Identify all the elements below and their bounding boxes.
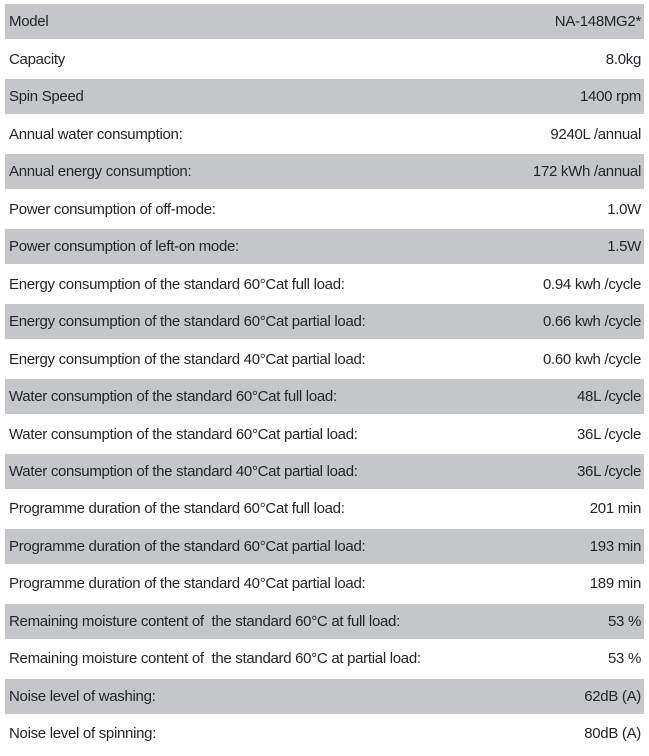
spec-value: 1.5W xyxy=(607,238,641,256)
spec-value: 36L /cycle xyxy=(577,425,641,443)
spec-value: 8.0kg xyxy=(605,50,642,68)
spec-label: Spin Speed xyxy=(9,88,84,106)
spec-row: Model NA-148MG2* xyxy=(5,4,644,40)
spec-value: 9240L /annual xyxy=(550,125,641,143)
spec-row: Water consumption of the standard 60°Cat… xyxy=(5,416,644,451)
spec-row: Water consumption of the standard 40°Cat… xyxy=(5,453,644,490)
spec-row: Remaining moisture content of the standa… xyxy=(5,603,644,640)
spec-row: Water consumption of the standard 60°Cat… xyxy=(5,378,644,415)
spec-label: Annual energy consumption: xyxy=(9,163,192,181)
spec-value: 193 min xyxy=(589,537,642,555)
spec-label: Remaining moisture content of the standa… xyxy=(9,650,421,668)
spec-label: Water consumption of the standard 60°Cat… xyxy=(9,425,358,443)
spec-row: Programme duration of the standard 60°Ca… xyxy=(5,491,644,526)
spec-row: Power consumption of off-mode: 1.0W xyxy=(5,191,644,226)
spec-value: NA-148MG2* xyxy=(554,13,642,31)
spec-value: 0.66 kwh /cycle xyxy=(542,313,641,331)
spec-label: Capacity xyxy=(9,50,65,68)
spec-label: Remaining moisture content of the standa… xyxy=(9,612,400,630)
spec-row: Annual water consumption: 9240L /annual xyxy=(5,116,644,151)
spec-row: Spin Speed 1400 rpm xyxy=(5,78,644,115)
spec-value: 36L /cycle xyxy=(577,463,641,480)
spec-label: Energy consumption of the standard 60°Ca… xyxy=(9,275,345,293)
spec-row: Energy consumption of the standard 60°Ca… xyxy=(5,266,644,301)
spec-value: 189 min xyxy=(589,575,642,593)
spec-value: 80dB (A) xyxy=(584,725,641,743)
spec-row: Energy consumption of the standard 60°Ca… xyxy=(5,303,644,340)
spec-value: 53 % xyxy=(608,650,641,668)
spec-label: Power consumption of left-on mode: xyxy=(9,238,239,256)
spec-row: Programme duration of the standard 60°Ca… xyxy=(5,528,644,565)
spec-value: 48L /cycle xyxy=(577,388,641,406)
spec-value: 172 kWh /annual xyxy=(532,163,641,181)
spec-label: Water consumption of the standard 40°Cat… xyxy=(9,463,358,480)
spec-row: Noise level of washing: 62dB (A) xyxy=(5,678,644,715)
spec-value: 62dB (A) xyxy=(584,687,641,705)
spec-row: Capacity 8.0kg xyxy=(5,41,644,76)
spec-row: Remaining moisture content of the standa… xyxy=(5,641,644,676)
spec-row: Energy consumption of the standard 40°Ca… xyxy=(5,341,644,376)
spec-label: Programme duration of the standard 40°Ca… xyxy=(9,575,366,593)
spec-value: 201 min xyxy=(589,500,642,518)
spec-value: 0.94 kwh /cycle xyxy=(542,275,641,293)
spec-label: Model xyxy=(9,13,49,31)
spec-label: Annual water consumption: xyxy=(9,125,183,143)
spec-value: 53 % xyxy=(608,612,641,630)
spec-label: Programme duration of the standard 60°Ca… xyxy=(9,537,366,555)
spec-value: 1.0W xyxy=(607,200,641,218)
spec-row: Power consumption of left-on mode: 1.5W xyxy=(5,228,644,265)
spec-value: 1400 rpm xyxy=(580,88,641,106)
spec-label: Power consumption of off-mode: xyxy=(9,200,216,218)
spec-value: 0.60 kwh /cycle xyxy=(542,350,641,368)
spec-table: Model NA-148MG2* Capacity 8.0kg Spin Speed 14… xyxy=(5,4,644,752)
spec-label: Energy consumption of the standard 40°Ca… xyxy=(9,350,366,368)
spec-row: Noise level of spinning: 80dB (A) xyxy=(5,716,644,751)
spec-row: Programme duration of the standard 40°Ca… xyxy=(5,566,644,601)
spec-label: Noise level of washing: xyxy=(9,687,156,705)
spec-label: Programme duration of the standard 60°Ca… xyxy=(9,500,345,518)
spec-label: Water consumption of the standard 60°Cat… xyxy=(9,388,337,406)
spec-label: Noise level of spinning: xyxy=(9,725,157,743)
spec-row: Annual energy consumption: 172 kWh /annua… xyxy=(5,153,644,190)
spec-label: Energy consumption of the standard 60°Ca… xyxy=(9,313,366,331)
